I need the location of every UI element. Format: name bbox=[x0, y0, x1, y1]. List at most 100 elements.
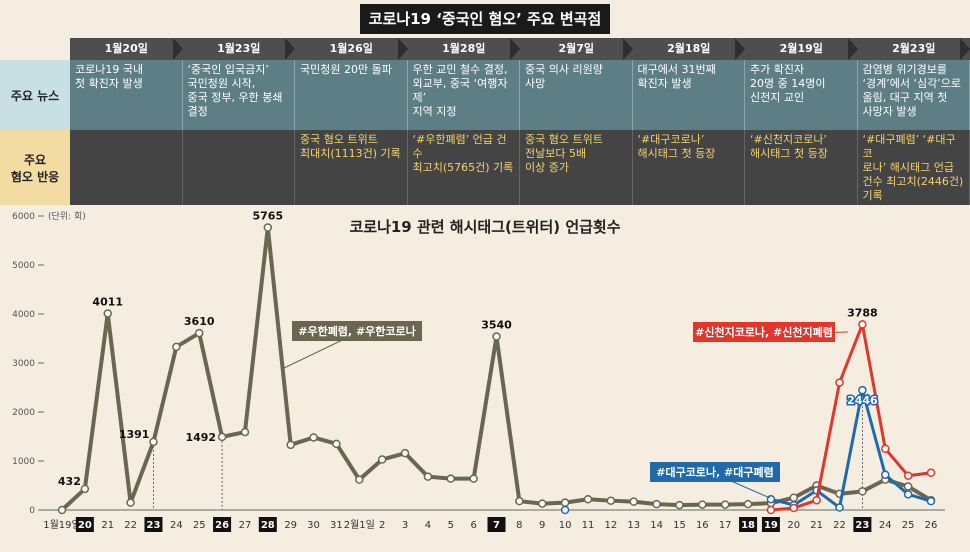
data-point bbox=[630, 498, 637, 505]
timeline-date: 2월19일 bbox=[745, 38, 858, 60]
x-tick-label: 15 bbox=[673, 520, 686, 531]
data-point bbox=[150, 438, 157, 445]
timeline-date: 1월20일 bbox=[70, 38, 183, 60]
series-line bbox=[771, 324, 931, 510]
data-point bbox=[905, 491, 912, 498]
reaction-cell bbox=[70, 130, 183, 205]
x-tick-label: 31 bbox=[330, 520, 343, 531]
data-point bbox=[127, 499, 134, 506]
x-tick-label: 6 bbox=[470, 520, 476, 531]
news-row-label: 주요 뉴스 bbox=[0, 60, 70, 130]
x-tick-label: 25 bbox=[902, 520, 915, 531]
timeline-arrow bbox=[848, 38, 858, 60]
data-point bbox=[424, 473, 431, 480]
data-point bbox=[653, 501, 660, 508]
timeline-arrow bbox=[735, 38, 745, 60]
data-point bbox=[562, 499, 569, 506]
x-tick-label: 28 bbox=[261, 520, 275, 531]
x-tick-label: 1월19일 bbox=[43, 519, 81, 531]
data-point bbox=[104, 310, 111, 317]
y-tick-label: 0 bbox=[29, 506, 35, 516]
legend-daegu-text: #대구코로나, #대구폐렴 bbox=[656, 465, 774, 479]
x-tick-label: 22 bbox=[124, 520, 137, 531]
x-tick-label: 4 bbox=[425, 520, 431, 531]
timeline-arrow bbox=[510, 38, 520, 60]
x-tick-label: 30 bbox=[307, 520, 320, 531]
x-tick-label: 17 bbox=[719, 520, 732, 531]
news-cell: 국민청원 20만 돌파 bbox=[295, 60, 408, 130]
data-point bbox=[790, 505, 797, 512]
timeline-date: 2월23일 bbox=[858, 38, 970, 60]
x-tick-label: 14 bbox=[650, 520, 663, 531]
timeline-arrow bbox=[285, 38, 295, 60]
data-label: 432 bbox=[58, 475, 81, 488]
y-tick-label: 2000 bbox=[12, 408, 35, 418]
data-point bbox=[882, 471, 889, 478]
x-tick-label: 26 bbox=[925, 520, 938, 531]
x-tick-label: 8 bbox=[516, 520, 522, 531]
data-point bbox=[356, 476, 363, 483]
x-tick-label: 12 bbox=[604, 520, 617, 531]
x-tick-label: 23 bbox=[147, 520, 161, 531]
data-point bbox=[219, 433, 226, 440]
reaction-cell: 중국 혐오 트위트 최대치(1113건) 기록 bbox=[295, 130, 408, 205]
series-line bbox=[62, 228, 931, 510]
data-point bbox=[882, 445, 889, 452]
timeline-date: 1월28일 bbox=[408, 38, 521, 60]
data-point bbox=[607, 497, 614, 504]
data-point bbox=[470, 475, 477, 482]
x-tick-label: 18 bbox=[741, 520, 755, 531]
data-label: 3788 bbox=[847, 306, 878, 319]
data-point bbox=[539, 500, 546, 507]
data-point bbox=[676, 502, 683, 509]
x-tick-label: 5 bbox=[448, 520, 454, 531]
x-tick-label: 29 bbox=[284, 520, 297, 531]
data-point bbox=[905, 472, 912, 479]
data-point bbox=[722, 501, 729, 508]
x-tick-label: 21 bbox=[810, 520, 823, 531]
x-tick-label: 20 bbox=[78, 520, 92, 531]
data-point bbox=[905, 483, 912, 490]
data-point bbox=[859, 387, 866, 394]
data-point bbox=[584, 496, 591, 503]
reaction-cell: 중국 혐오 트위트 전날보다 5배 이상 증가 bbox=[520, 130, 633, 205]
news-cell: 추가 확진자 20명 중 14명이 신천지 교인 bbox=[745, 60, 858, 130]
x-tick-label: 10 bbox=[559, 520, 572, 531]
news-cell: 코로나19 국내 첫 확진자 발생 bbox=[70, 60, 183, 130]
chart-title-text: 코로나19 관련 해시태그(트위터) 언급횟수 bbox=[349, 218, 620, 236]
timeline-date: 2월18일 bbox=[633, 38, 746, 60]
data-point bbox=[310, 434, 317, 441]
data-point bbox=[928, 469, 935, 476]
reaction-cell: ‘#대구폐렴’ ‘#대구코 로나’ 해시태그 언급 건수 최고치(2446건) … bbox=[858, 130, 970, 205]
data-point bbox=[859, 321, 866, 328]
x-tick-label: 20 bbox=[787, 520, 800, 531]
y-tick-label: 4000 bbox=[12, 310, 35, 320]
chart-title: 코로나19 관련 해시태그(트위터) 언급횟수 bbox=[0, 216, 970, 237]
y-tick-label: 3000 bbox=[12, 359, 35, 369]
reaction-cell: ‘#대구코로나’ 해시태그 첫 등장 bbox=[633, 130, 746, 205]
reaction-cell bbox=[183, 130, 296, 205]
news-cell: ‘중국인 입국금지’ 국민청원 시작, 중국 정부, 우한 봉쇄 결정 bbox=[183, 60, 296, 130]
timeline-arrow bbox=[623, 38, 633, 60]
reaction-label-line1: 주요 bbox=[24, 151, 46, 168]
data-point bbox=[379, 456, 386, 463]
data-point bbox=[81, 485, 88, 492]
data-label: 2446 bbox=[847, 394, 878, 407]
data-point bbox=[767, 496, 774, 503]
x-tick-label: 2월1일 bbox=[344, 519, 375, 531]
legend-shincheonji-text: #신천지코로나, #신천지폐렴 bbox=[695, 325, 833, 339]
x-tick-label: 23 bbox=[855, 520, 869, 531]
timeline-arrow bbox=[960, 38, 970, 60]
timeline-arrow bbox=[173, 38, 183, 60]
news-cell: 대구에서 31번째 확진자 발생 bbox=[633, 60, 746, 130]
data-point bbox=[196, 330, 203, 337]
data-point bbox=[836, 504, 843, 511]
timeline-date: 1월26일 bbox=[295, 38, 408, 60]
data-point bbox=[813, 497, 820, 504]
reaction-row-label: 주요 혐오 반응 bbox=[0, 130, 70, 205]
x-tick-label: 22 bbox=[833, 520, 846, 531]
data-point bbox=[402, 450, 409, 457]
data-point bbox=[173, 343, 180, 350]
